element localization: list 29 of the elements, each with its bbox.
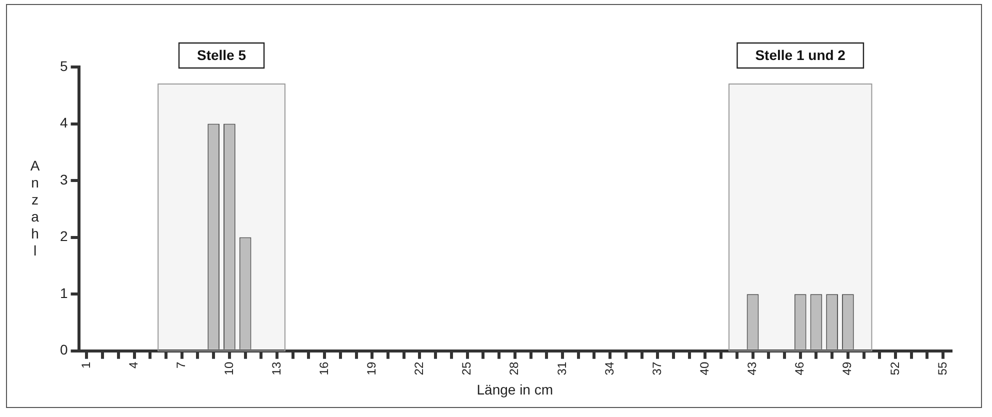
x-tick-label: 52 <box>888 362 902 376</box>
x-tick-label: 1 <box>79 362 94 369</box>
x-tick-label: 46 <box>792 362 807 376</box>
y-tick-label: 1 <box>60 284 68 301</box>
x-tick-label: 4 <box>126 362 141 369</box>
x-tick-label: 37 <box>650 362 664 376</box>
x-tick-label: 19 <box>364 362 378 376</box>
y-axis-title: Anzahl <box>30 157 40 258</box>
x-tick-label: 49 <box>840 362 854 376</box>
x-tick-label: 55 <box>935 362 950 376</box>
x-tick-label: 13 <box>269 362 284 376</box>
x-tick-label: 28 <box>507 362 522 376</box>
x-tick-label: 31 <box>554 362 569 376</box>
y-tick-label: 3 <box>60 171 68 188</box>
x-tick-label: 40 <box>698 362 712 376</box>
band-label: Stelle 5 <box>196 46 246 63</box>
y-tick-label: 4 <box>60 114 68 131</box>
y-tick-label: 2 <box>60 228 68 244</box>
x-tick-label: 16 <box>316 362 331 376</box>
x-tick-label: 7 <box>174 362 188 369</box>
x-tick-label: 10 <box>222 362 236 376</box>
x-tick-label: 43 <box>745 362 760 376</box>
y-tick-label: 0 <box>60 342 68 358</box>
x-tick-label: 34 <box>602 362 616 376</box>
x-axis-title: Länge in cm <box>476 381 554 398</box>
x-tick-label: 25 <box>460 362 474 376</box>
y-tick-label: 5 <box>60 58 68 74</box>
band-label: Stelle 1 und 2 <box>755 46 846 63</box>
x-tick-label: 22 <box>412 362 426 376</box>
